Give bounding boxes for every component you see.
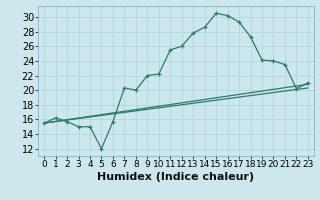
X-axis label: Humidex (Indice chaleur): Humidex (Indice chaleur) — [97, 172, 255, 182]
